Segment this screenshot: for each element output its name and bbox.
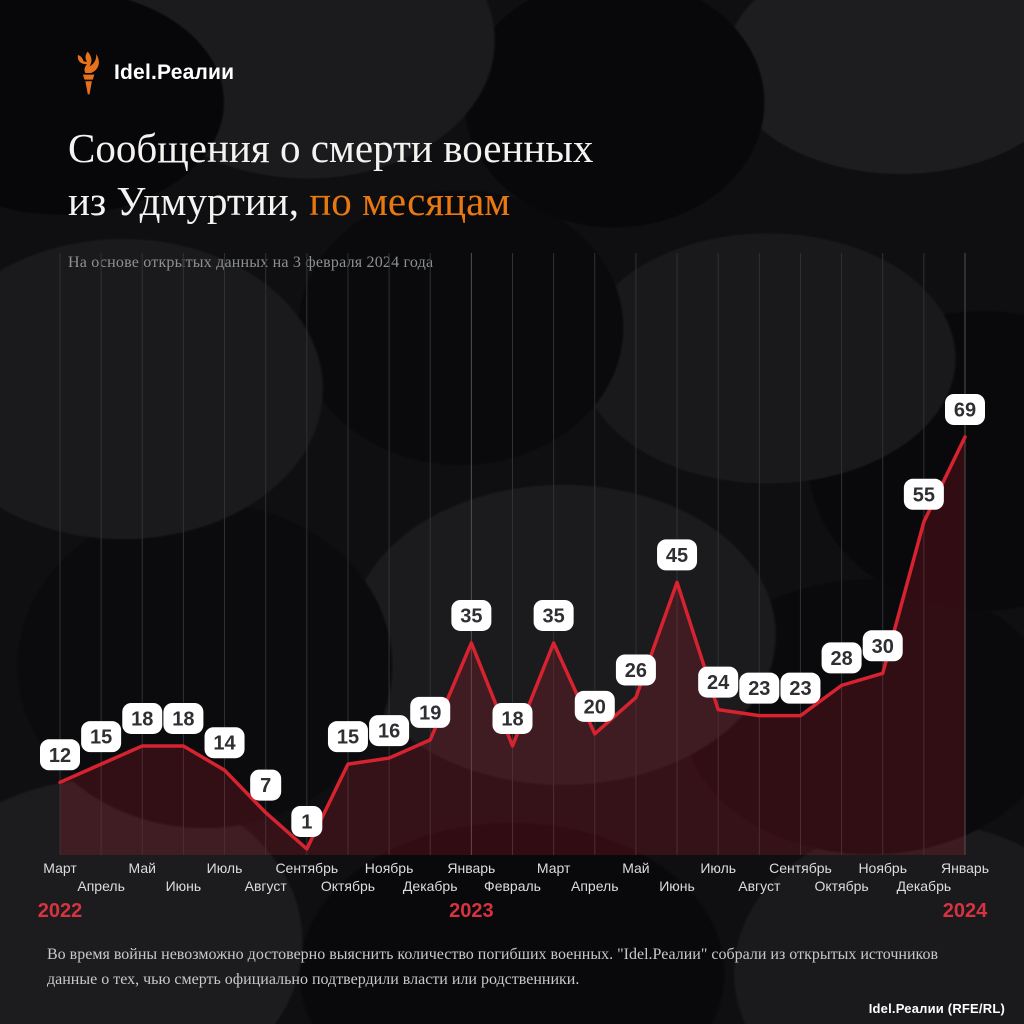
brand-logo: Idel.Реалии: [70, 50, 234, 96]
data-label-value: 24: [707, 672, 730, 694]
data-label-badge: [698, 666, 739, 698]
x-axis-label: Август: [738, 878, 781, 894]
data-label-value: 1: [301, 811, 312, 833]
data-label-value: 18: [172, 708, 194, 730]
data-label-badge: [369, 715, 410, 747]
x-axis-label: Апрель: [77, 878, 125, 894]
x-axis-label: Октябрь: [321, 878, 375, 894]
data-label-value: 35: [460, 605, 482, 627]
data-label-badge: [903, 478, 944, 510]
data-label-badge: [533, 599, 574, 631]
x-axis-label: Май: [622, 860, 649, 876]
x-axis-label: Июль: [700, 860, 736, 876]
year-label: 2022: [38, 900, 83, 922]
brand-name: Idel.Реалии: [114, 61, 235, 84]
x-axis-label: Январь: [447, 860, 495, 876]
data-label-badge: [451, 599, 492, 631]
data-label-badge: [657, 539, 698, 571]
data-label-badge: [40, 739, 80, 771]
x-axis-label: Июль: [207, 860, 243, 876]
data-label-value: 14: [213, 733, 236, 755]
x-axis-label: Ноябрь: [858, 860, 907, 876]
source-credit: Idel.Реалии (RFE/RL): [868, 1001, 1005, 1016]
data-label-badge: [945, 394, 985, 425]
data-label-value: 35: [543, 605, 565, 627]
data-label-value: 69: [954, 400, 976, 422]
data-label-value: 18: [131, 708, 153, 730]
data-label-value: 55: [913, 484, 935, 506]
x-axis-label: Май: [129, 860, 156, 876]
title-accent: по месяцам: [309, 178, 511, 224]
torch-icon: [77, 51, 99, 95]
data-label-value: 28: [830, 648, 852, 670]
data-label-badge: [291, 805, 323, 837]
data-label-badge: [163, 702, 204, 734]
data-label-value: 18: [501, 708, 523, 730]
x-axis-label: Август: [245, 878, 288, 894]
data-label-badge: [492, 702, 533, 734]
x-axis-label: Февраль: [484, 878, 541, 894]
data-label-badge: [574, 690, 615, 722]
page-title: Сообщения о смерти военных из Удмуртии, …: [68, 122, 888, 228]
data-label-value: 20: [584, 696, 606, 718]
x-axis-label: Сентябрь: [769, 860, 832, 876]
year-label: 2023: [449, 900, 494, 922]
data-label-badge: [780, 672, 821, 704]
x-axis-label: Декабрь: [897, 878, 952, 894]
x-axis-label: Ноябрь: [365, 860, 414, 876]
data-label-value: 15: [337, 727, 359, 749]
data-label-value: 19: [419, 702, 441, 724]
data-label-badge: [739, 672, 780, 704]
data-label-badge: [122, 702, 163, 734]
data-label-badge: [615, 654, 656, 686]
data-label-value: 15: [90, 727, 112, 749]
data-label-badge: [821, 642, 862, 674]
data-label-value: 30: [872, 636, 894, 658]
footnote-text: Во время войны невозможно достоверно выя…: [47, 946, 939, 988]
year-label: 2024: [943, 900, 988, 922]
x-axis-label: Сентябрь: [275, 860, 338, 876]
data-label-value: 45: [666, 545, 688, 567]
x-axis-label: Июнь: [166, 878, 202, 894]
chart-subtitle: На основе открытых данных на 3 февраля 2…: [68, 254, 434, 271]
data-label-badge: [862, 630, 903, 662]
x-axis-label: Апрель: [571, 878, 619, 894]
x-axis-label: Июнь: [659, 878, 695, 894]
x-axis-label: Декабрь: [403, 878, 458, 894]
data-label-value: 23: [748, 678, 770, 700]
title-line-1: Сообщения о смерти военных: [68, 125, 594, 171]
x-axis-label: Март: [537, 860, 571, 876]
data-label-value: 16: [378, 721, 400, 743]
x-axis-label: Март: [43, 860, 77, 876]
data-label-badge: [327, 721, 368, 753]
x-axis-label: Октябрь: [814, 878, 868, 894]
data-label-value: 12: [49, 745, 71, 767]
x-axis-label: Январь: [941, 860, 989, 876]
title-line-2: из Удмуртии, по месяцам: [68, 178, 511, 224]
data-label-badge: [204, 727, 245, 759]
data-label-value: 26: [625, 660, 647, 682]
chart-line: [58, 435, 967, 851]
data-label-badge: [81, 721, 122, 753]
data-label-badge: [250, 769, 282, 801]
data-label-value: 7: [260, 775, 271, 797]
chart-area: [60, 437, 965, 855]
data-label-badge: [410, 696, 451, 728]
data-label-value: 23: [789, 678, 811, 700]
